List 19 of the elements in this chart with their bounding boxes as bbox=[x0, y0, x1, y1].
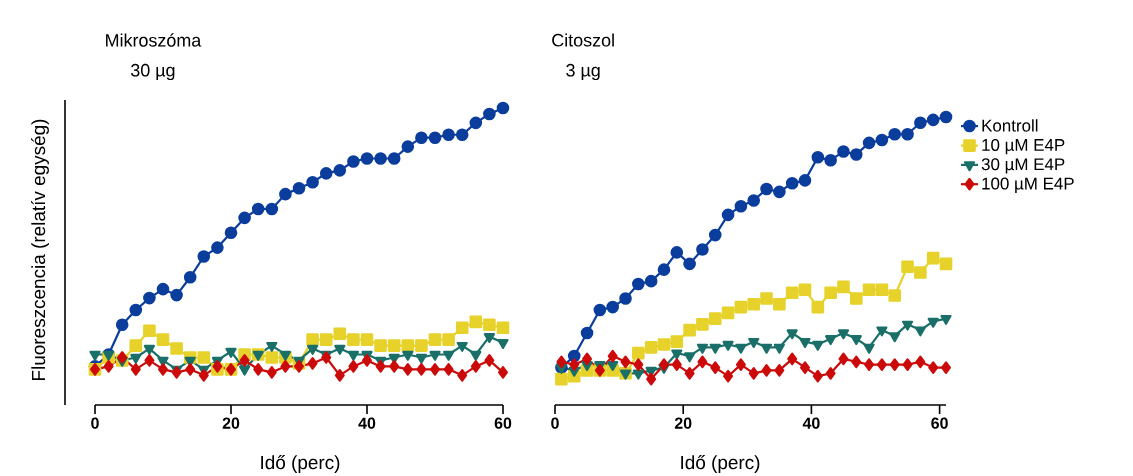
y-axis-title: Fluoreszcencia (relatív egység) bbox=[31, 119, 49, 380]
legend-label: Kontroll bbox=[982, 119, 1038, 132]
chart-subtitle: 3 µg bbox=[566, 63, 600, 81]
x-tick-label: 60 bbox=[494, 417, 512, 429]
x-axis-title: Idő (perc) bbox=[261, 455, 340, 473]
x-tick-label: 0 bbox=[551, 417, 559, 429]
x-tick-label: 0 bbox=[91, 417, 99, 429]
x-axis-title: Idő (perc) bbox=[681, 455, 760, 473]
legend-label: 30 µM E4P bbox=[981, 158, 1065, 174]
x-tick-label: 40 bbox=[802, 417, 820, 429]
x-tick-label: 40 bbox=[358, 417, 376, 429]
chart-title: Mikroszóma bbox=[106, 33, 202, 47]
x-tick-label: 20 bbox=[222, 417, 240, 429]
legend-label: 10 µM E4P bbox=[982, 138, 1065, 155]
legend-label: 100 µM E4P bbox=[982, 177, 1074, 193]
x-tick-label: 20 bbox=[674, 417, 692, 429]
chart-subtitle: 30 µg bbox=[131, 63, 175, 81]
x-tick-label: 60 bbox=[931, 417, 948, 429]
chart-title: Citoszol bbox=[552, 33, 614, 47]
